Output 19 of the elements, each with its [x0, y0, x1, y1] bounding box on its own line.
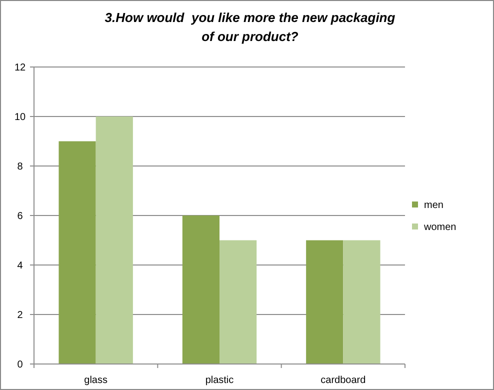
chart-title: 3.How would you like more the new packaging of our product?: [104, 10, 396, 44]
x-tick-label: plastic: [205, 375, 234, 386]
y-tick-label: 6: [17, 211, 24, 222]
bar: [306, 240, 344, 364]
y-tick-label: 4: [17, 260, 24, 272]
bar: [182, 216, 220, 364]
legend-label: women: [423, 222, 456, 233]
bar: [58, 141, 96, 364]
y-tick-label: 8: [17, 162, 24, 172]
legend-label: men: [424, 200, 444, 211]
y-tick-label: 10: [14, 112, 26, 123]
bar: [220, 240, 257, 364]
bar: [96, 116, 133, 364]
bar: [343, 240, 380, 364]
x-tick-label: glass: [84, 375, 108, 386]
y-tick-label: 0: [17, 360, 24, 370]
y-tick-label: 12: [14, 62, 26, 74]
x-tick-label: cardboard: [320, 375, 366, 386]
y-tick-label: 2: [17, 310, 24, 321]
